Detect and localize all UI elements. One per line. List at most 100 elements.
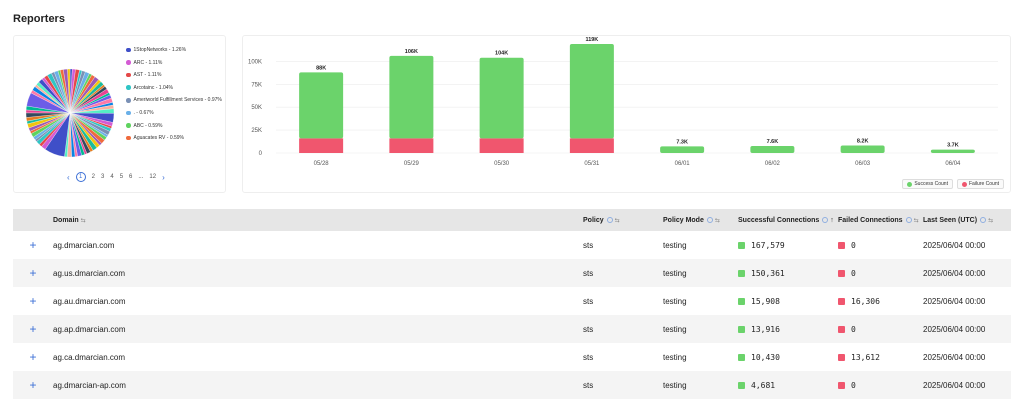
- sort-ascending-icon[interactable]: ↑: [830, 216, 834, 224]
- info-icon[interactable]: [606, 216, 613, 223]
- y-tick-label: 100K: [248, 59, 262, 65]
- successful-value: 10,430: [751, 352, 780, 362]
- total-label: 3.7K: [947, 143, 959, 149]
- policy-mode-column-header[interactable]: Policy Mode ⇆: [663, 216, 738, 224]
- sort-icon[interactable]: ⇆: [614, 217, 620, 224]
- failure-bar[interactable]: [299, 138, 344, 153]
- failure-square-icon: [838, 269, 845, 277]
- total-label-bg: [942, 140, 964, 149]
- legend-success-count[interactable]: Success Count: [902, 179, 953, 189]
- legend-label: Arcotainc - 1.04%: [133, 84, 173, 91]
- success-bar[interactable]: [840, 145, 885, 153]
- legend-label: ARC - 1.11%: [133, 59, 163, 66]
- table-row[interactable]: + ag.dmarcian.com sts testing 167,579 0 …: [13, 231, 1011, 259]
- total-label-bg: [762, 137, 783, 146]
- info-icon[interactable]: [905, 216, 912, 223]
- legend-color-swatch: [126, 123, 131, 128]
- last-seen-cell: 2025/06/04 00:00: [923, 296, 986, 306]
- domain-column-header[interactable]: Domain ⇆: [53, 217, 583, 224]
- table-row[interactable]: + ag.au.dmarcian.com sts testing 15,908 …: [13, 287, 1011, 315]
- last-seen-cell: 2025/06/04 00:00: [923, 352, 986, 362]
- legend-item[interactable]: ARC - 1.11%: [126, 60, 226, 66]
- expand-plus-icon[interactable]: +: [29, 350, 37, 364]
- sort-icon[interactable]: ⇆: [913, 217, 919, 224]
- legend-item[interactable]: Arcotainc - 1.04%: [126, 85, 226, 91]
- legend-color-swatch: [126, 135, 131, 141]
- chevron-right-icon[interactable]: ›: [162, 172, 165, 182]
- sort-icon[interactable]: ⇆: [988, 217, 994, 224]
- legend-item[interactable]: . - 0.67%: [126, 110, 226, 116]
- table-row[interactable]: + ag.ca.dmarcian.com sts testing 10,430 …: [13, 343, 1011, 371]
- expand-plus-icon[interactable]: +: [29, 378, 37, 392]
- legend-label: ABC - 0.59%: [133, 122, 163, 129]
- successful-connections-column-header[interactable]: Successful Connections ↑: [738, 216, 838, 224]
- success-bar[interactable]: [299, 72, 344, 139]
- failed-value: 0: [851, 268, 856, 278]
- policy-mode-cell: testing: [663, 268, 687, 278]
- reporters-pie-chart[interactable]: [20, 42, 132, 184]
- legend-item[interactable]: Aguacates RV - 0.59%: [126, 135, 226, 141]
- page-button[interactable]: 3: [101, 174, 105, 180]
- policy-cell: sts: [583, 352, 594, 362]
- successful-value: 167,579: [751, 240, 785, 250]
- failed-cell: 0: [838, 325, 923, 334]
- domain-cell: ag.dmarcian.com: [53, 240, 115, 250]
- failure-bar[interactable]: [569, 138, 614, 153]
- page-button[interactable]: 4: [110, 174, 114, 180]
- failure-bar[interactable]: [479, 138, 524, 153]
- legend-label: 1StopNetworks - 1.26%: [133, 47, 187, 53]
- info-icon[interactable]: [980, 216, 987, 223]
- connections-bar-panel: 0 25K 50K 75K 100K 88K 05/28 106K 05/29 104K 05/30…: [242, 35, 1011, 193]
- legend-item[interactable]: ABC - 0.59%: [126, 123, 226, 129]
- success-bar[interactable]: [389, 55, 434, 139]
- total-label: 104K: [495, 51, 508, 57]
- page-1-button[interactable]: 1: [75, 172, 86, 182]
- legend-item[interactable]: AST - 1.11%: [126, 72, 226, 78]
- info-icon[interactable]: [822, 216, 829, 223]
- sort-icon[interactable]: ⇆: [714, 217, 720, 224]
- failure-bar[interactable]: [389, 138, 434, 153]
- page-button[interactable]: 12: [149, 174, 157, 180]
- last-seen-cell: 2025/06/04 00:00: [923, 380, 986, 390]
- last-seen-column-header[interactable]: Last Seen (UTC) ⇆: [923, 216, 1011, 224]
- x-tick-label: 05/30: [494, 161, 510, 167]
- expand-plus-icon[interactable]: +: [29, 322, 37, 336]
- sort-icon[interactable]: ⇆: [80, 217, 86, 224]
- last-seen-cell: 2025/06/04 00:00: [923, 240, 986, 250]
- successful-cell: 13,916: [738, 325, 838, 334]
- legend-pagination: ‹ 1 2 3 4 5 6 ... 12 ›: [64, 172, 168, 182]
- success-bar[interactable]: [569, 44, 614, 139]
- legend-success-label: Success Count: [914, 181, 948, 187]
- failure-square-icon: [838, 325, 845, 333]
- total-label: 106K: [405, 49, 418, 55]
- page-button[interactable]: 2: [91, 174, 96, 180]
- pie-slice[interactable]: [67, 68, 71, 114]
- legend-failure-count[interactable]: Failure Count: [956, 179, 1004, 189]
- domain-cell: ag.ca.dmarcian.com: [53, 352, 126, 362]
- failed-connections-column-header[interactable]: Failed Connections ⇆: [838, 216, 923, 224]
- failed-value: 0: [851, 380, 856, 390]
- policy-mode-cell: testing: [663, 380, 687, 390]
- info-icon[interactable]: [706, 216, 713, 223]
- page-button[interactable]: 5: [119, 174, 124, 180]
- table-row[interactable]: + ag.us.dmarcian.com sts testing 150,361…: [13, 259, 1011, 287]
- legend-color-swatch: [126, 98, 131, 103]
- legend-label: AST - 1.11%: [133, 72, 162, 79]
- table-row[interactable]: + ag.dmarcian-ap.com sts testing 4,681 0…: [13, 371, 1011, 399]
- legend-item[interactable]: 1StopNetworks - 1.26%: [126, 47, 226, 53]
- total-label: 88K: [316, 65, 326, 71]
- x-tick-label: 05/28: [314, 161, 330, 167]
- page-button[interactable]: 6: [129, 174, 133, 180]
- expand-plus-icon[interactable]: +: [29, 294, 37, 308]
- table-row[interactable]: + ag.ap.dmarcian.com sts testing 13,916 …: [13, 315, 1011, 343]
- policy-column-header[interactable]: Policy ⇆: [583, 216, 663, 224]
- expand-plus-icon[interactable]: +: [29, 238, 37, 252]
- expand-plus-icon[interactable]: +: [29, 266, 37, 280]
- legend-item[interactable]: Ameriworld Fulfillment Services - 0.97%: [126, 97, 226, 103]
- domain-cell: ag.ap.dmarcian.com: [53, 324, 126, 334]
- success-bar[interactable]: [930, 149, 975, 153]
- chevron-left-icon[interactable]: ‹: [67, 172, 70, 182]
- success-bar[interactable]: [660, 146, 705, 153]
- success-bar[interactable]: [750, 146, 795, 153]
- success-bar[interactable]: [479, 57, 524, 139]
